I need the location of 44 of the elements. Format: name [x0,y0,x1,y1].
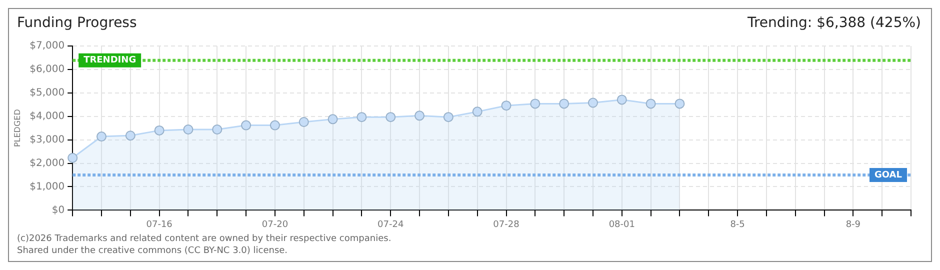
text: Shared under the creative commons (CC BY-NC 3.0) license. [17,245,289,257]
point [183,124,194,135]
point [68,152,78,163]
ref-line-label: GOAL [874,170,902,180]
x-tick-label: 07-20 [262,220,288,230]
y-tick-label: $2,000 [30,158,65,169]
x-tick-label: 07-28 [493,220,520,230]
chart-title: Funding Progress [17,15,137,33]
y-tick-label: $4,000 [30,110,65,122]
point [414,110,425,121]
point [328,114,338,124]
point [241,120,252,130]
point [96,132,106,142]
point [588,98,598,108]
chart-subtitle: Trending: $6,388 (425%) [747,15,921,33]
point [530,98,540,109]
point [674,98,685,109]
y-tick-label: $7,000 [30,40,65,52]
y-axis-title: PLEDGED [12,109,22,148]
point [443,112,454,122]
point [298,117,309,127]
point [646,98,656,109]
ref-line-label: TRENDING [84,56,136,66]
point [212,124,222,135]
x-tick-label: 08-01 [608,220,635,230]
point [270,120,280,130]
x-tick-label: 07-16 [146,220,173,230]
point [616,94,627,105]
y-tick-label: $0 [52,204,65,216]
point [559,98,570,109]
point [501,100,512,111]
x-tick-label: 8-9 [846,220,861,230]
point [356,112,367,122]
point [154,125,164,136]
y-tick-label: $1,000 [30,181,65,192]
y-tick-label: $6,000 [30,64,65,76]
point [472,106,482,117]
point [386,112,396,122]
y-tick-label: $5,000 [30,88,65,99]
text: (c)2026 Trademarks and related content are owned by their respective companies. [17,233,392,245]
y-tick-label: $3,000 [30,134,65,146]
x-tick-label: 07-24 [378,220,404,230]
point [125,130,136,141]
x-tick-label: 8-5 [730,220,745,230]
